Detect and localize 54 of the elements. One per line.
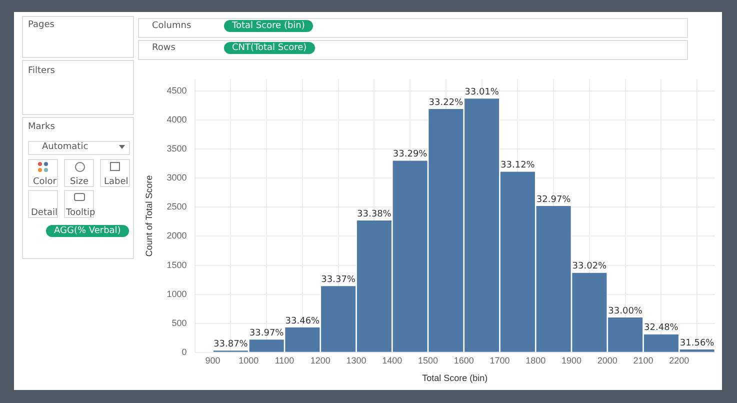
x-tick-label: 1200 <box>310 355 330 366</box>
x-tick-label: 1100 <box>274 355 294 366</box>
x-tick-label: 1700 <box>490 355 510 366</box>
y-tick-label: 1500 <box>166 260 187 270</box>
x-tick-label: 2200 <box>669 355 690 366</box>
y-tick-label: 1000 <box>166 288 187 299</box>
annotation: 33.29% <box>392 150 428 160</box>
y-tick-label: 4500 <box>166 86 187 96</box>
annotation: 33.12% <box>500 160 536 171</box>
y-tick-label: 4000 <box>166 114 187 125</box>
annotation: 33.02% <box>572 262 608 272</box>
text: Marks <box>28 122 55 132</box>
x-tick-label: 1800 <box>526 355 546 366</box>
y-tick-label: 3000 <box>166 172 187 183</box>
y-tick-label: 500 <box>172 318 187 328</box>
x-tick-label: 900 <box>205 355 220 366</box>
x-tick-label: 2100 <box>633 355 654 366</box>
x-tick-label: 2000 <box>597 355 618 366</box>
text: Detail <box>31 208 58 218</box>
x-tick-label: 1300 <box>346 355 366 366</box>
annotation: 31.56% <box>680 338 715 348</box>
annotation: 32.97% <box>536 194 572 205</box>
annotation: 33.97% <box>249 328 284 338</box>
x-axis-title: Total Score (bin) <box>422 373 488 384</box>
annotation: 32.48% <box>644 323 679 334</box>
text: Filters <box>28 66 55 76</box>
x-tick-label: 1600 <box>454 355 474 366</box>
text: AGG(% Verbal) <box>46 225 129 237</box>
annotation: 33.46% <box>285 316 320 326</box>
annotation: 33.87% <box>214 340 248 350</box>
annotation: 33.37% <box>321 275 356 286</box>
text: Tooltip <box>66 208 96 218</box>
x-tick-label: 1000 <box>238 355 259 366</box>
x-tick-label: 1500 <box>418 355 438 366</box>
text: CNT(Total Score) <box>224 42 315 54</box>
text: Rows <box>152 43 176 53</box>
text: Label <box>104 177 128 187</box>
text: Size <box>70 177 88 187</box>
x-tick-label: 1400 <box>382 355 402 366</box>
annotation: 33.01% <box>464 87 500 98</box>
text: Color <box>33 177 56 187</box>
text: Total Score (bin) <box>224 20 313 32</box>
x-tick-label: 1900 <box>561 355 582 366</box>
annotation: 33.38% <box>357 209 392 220</box>
annotation: 33.00% <box>608 306 643 316</box>
y-tick-label: 2000 <box>166 230 187 241</box>
y-tick-label: 2500 <box>166 202 187 212</box>
text: Pages <box>28 20 54 30</box>
y-axis-title: Count of Total Score <box>144 175 154 257</box>
text: Automatic <box>42 142 88 152</box>
y-tick-label: 3500 <box>166 144 187 154</box>
text: Columns <box>152 21 192 31</box>
y-tick-label: 0 <box>182 346 187 357</box>
annotation: 33.22% <box>428 98 464 108</box>
